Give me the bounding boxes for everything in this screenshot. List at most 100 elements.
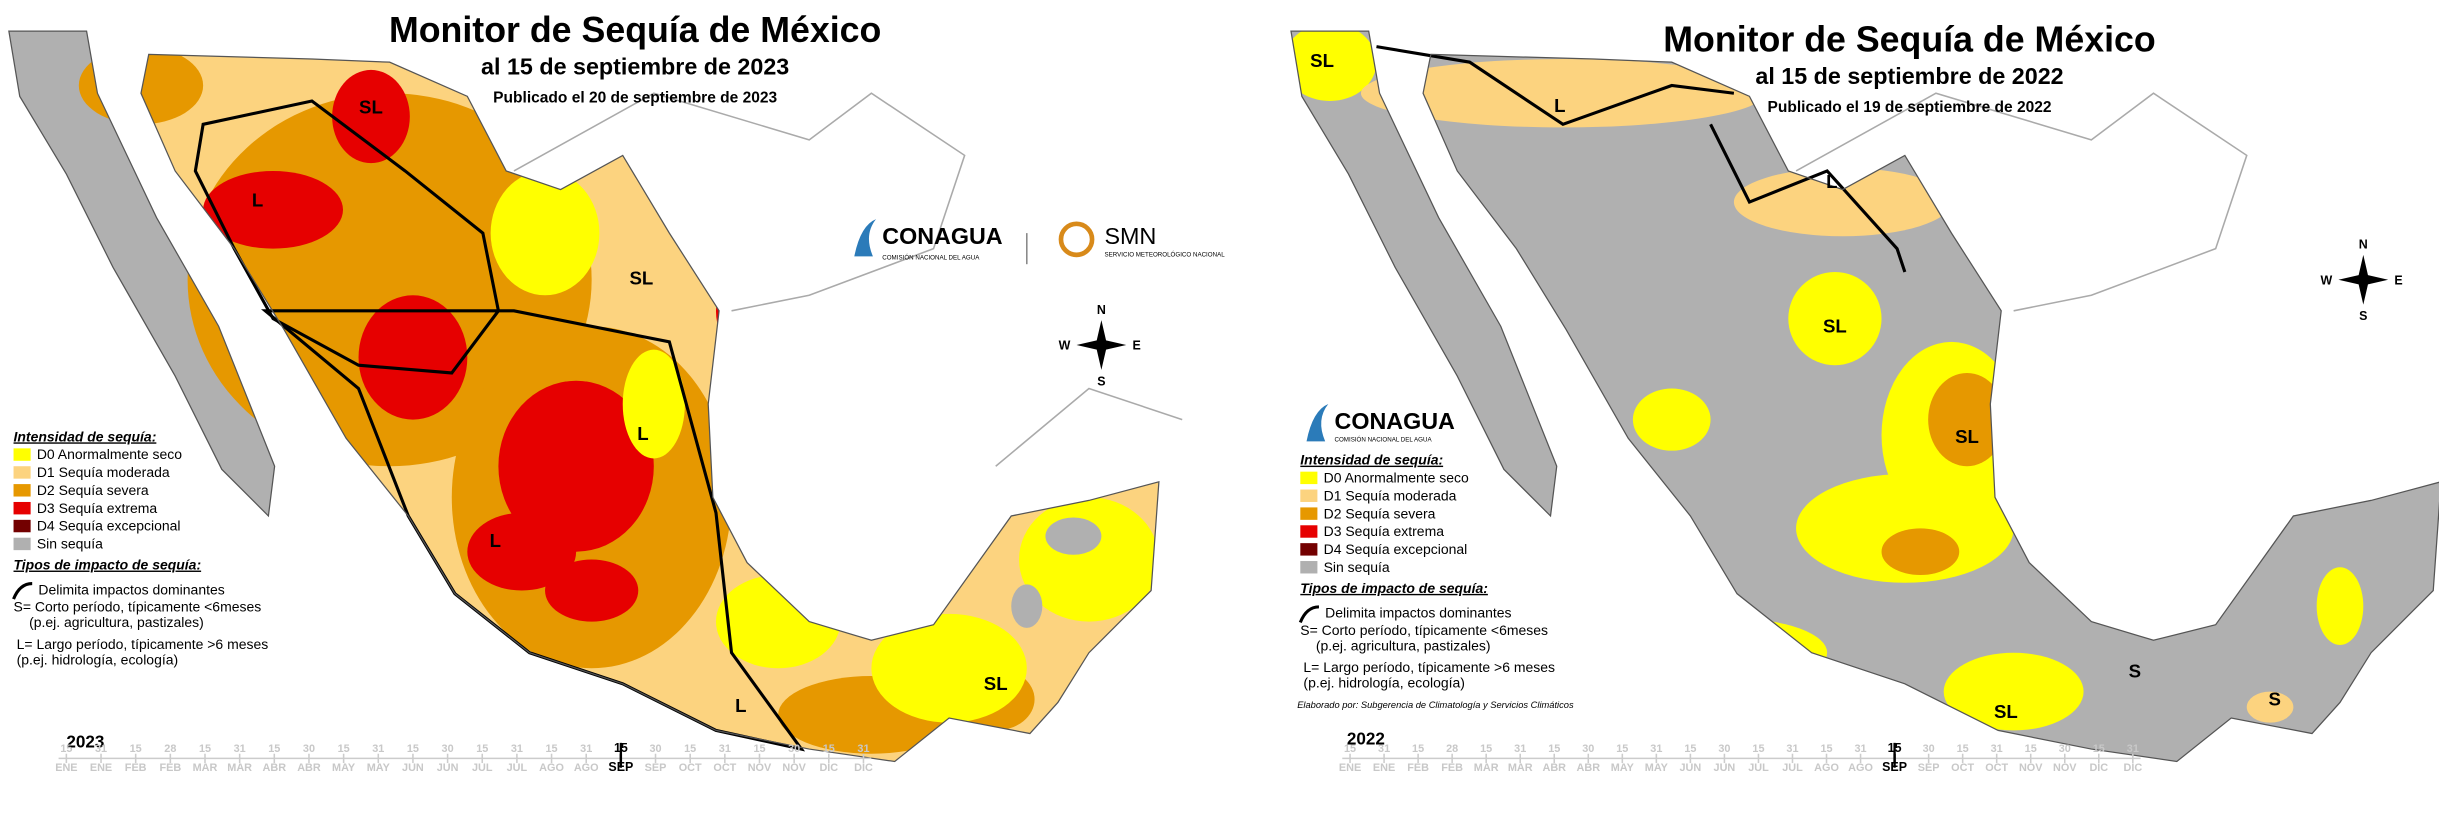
timeline-month: MAY <box>332 762 356 774</box>
timeline-day: 15 <box>1684 743 1696 755</box>
legend-label: D3 Sequía extrema <box>1324 523 1445 539</box>
legend-swatch <box>1300 507 1318 520</box>
timeline-month: SEP <box>1882 760 1907 774</box>
map-2023 <box>8 30 1183 763</box>
compass-letter: S <box>1097 374 1105 388</box>
legend-label: Sin sequía <box>37 536 103 552</box>
timeline-day: 30 <box>303 743 315 755</box>
timeline-month: FEB <box>159 762 181 774</box>
map-label: SL <box>1823 316 1847 337</box>
timeline-day: 31 <box>719 743 731 755</box>
timeline-day: 15 <box>338 743 350 755</box>
timeline-month: MAR <box>1508 762 1533 774</box>
timeline-month: OCT <box>1951 762 1974 774</box>
legend-label: D2 Sequía severa <box>37 482 149 498</box>
timeline-day: 15 <box>823 743 835 755</box>
subtitle: al 15 de septiembre de 2022 <box>1755 63 2063 89</box>
timeline-month: AGO <box>539 762 564 774</box>
legend-impact: (p.ej. hidrología, ecología) <box>17 651 179 667</box>
legend-swatch <box>13 501 31 515</box>
compass-letter: W <box>2320 273 2332 287</box>
legend-title: Intensidad de sequía: <box>14 428 157 444</box>
title: Monitor de Sequía de México <box>1663 19 2155 59</box>
timeline-day: 28 <box>1446 743 1458 755</box>
timeline-month: JUL <box>507 762 528 774</box>
timeline-month: MAR <box>193 762 218 774</box>
timeline-day: 31 <box>2127 743 2139 755</box>
map-label: L <box>490 530 501 551</box>
timeline-day: 31 <box>580 743 592 755</box>
timeline-month: JUL <box>1748 762 1769 774</box>
compass-letter: N <box>1097 303 1106 317</box>
year: 2023 <box>66 733 104 752</box>
timeline-day: 31 <box>857 743 869 755</box>
logo-icon <box>1306 404 1329 442</box>
legend-swatch <box>1300 525 1318 538</box>
timeline-month: JUL <box>1782 762 1803 774</box>
legend-swatch <box>1300 471 1318 485</box>
legend-label: D4 Sequía excepcional <box>37 518 181 534</box>
timeline-month: ENE <box>90 762 112 774</box>
timeline-month: SEP <box>608 760 633 774</box>
timeline-month: FEB <box>125 762 147 774</box>
timeline-day: 31 <box>1786 743 1798 755</box>
legend-impact: S= Corto período, típicamente <6meses <box>14 599 262 615</box>
compass-letter: S <box>2359 309 2367 323</box>
legend-title: Intensidad de sequía: <box>1300 452 1443 468</box>
legend-swatch <box>1300 543 1318 556</box>
legend-label: D1 Sequía moderada <box>37 464 170 480</box>
timeline-day: 31 <box>1991 743 2003 755</box>
title: Monitor de Sequía de México <box>389 10 881 50</box>
timeline-month: DIC <box>819 762 838 774</box>
timeline-month: JUN <box>1714 762 1736 774</box>
timeline-month: MAR <box>1474 762 1499 774</box>
timeline-month: NOV <box>782 762 806 774</box>
timeline-day: 15 <box>199 743 211 755</box>
timeline-month: SEP <box>645 762 667 774</box>
map-label: SL <box>1955 426 1979 447</box>
timeline-day: 31 <box>95 743 107 755</box>
logo-text: SMN <box>1104 223 1156 249</box>
timeline-month: OCT <box>713 762 736 774</box>
timeline-month: ABR <box>1577 762 1601 774</box>
timeline-day: 30 <box>2059 743 2071 755</box>
legend-swatch <box>13 519 31 533</box>
map-label: SL <box>359 96 383 117</box>
map-label: SL <box>984 673 1008 694</box>
timeline-day: 15 <box>1548 743 1560 755</box>
timeline-day: 15 <box>1480 743 1492 755</box>
timeline-day: 30 <box>1923 743 1935 755</box>
legend-swatch <box>13 537 31 551</box>
compass-letter: W <box>1059 339 1071 353</box>
timeline-day: 15 <box>1412 743 1424 755</box>
logo-text: COMISIÓN NACIONAL DEL AGUA <box>1335 436 1433 443</box>
timeline-day: 31 <box>1650 743 1662 755</box>
timeline-day: 15 <box>1344 743 1356 755</box>
timeline-day: 30 <box>442 743 454 755</box>
timeline-month: ENE <box>1339 762 1361 774</box>
timeline-month: AGO <box>1848 762 1873 774</box>
legend-label: D2 Sequía severa <box>1324 505 1436 521</box>
timeline-month: NOV <box>2053 762 2077 774</box>
legend-impact: L= Largo período, típicamente >6 meses <box>17 636 269 652</box>
timeline-month: DIC <box>2123 762 2142 774</box>
compass-letter: E <box>1132 339 1140 353</box>
timeline-month: NOV <box>748 762 772 774</box>
legend-impact: (p.ej. agricultura, pastizales) <box>29 614 204 630</box>
compass-rose <box>2338 254 2389 305</box>
logo-icon <box>1058 221 1095 258</box>
logo-text: SERVICIO METEOROLÓGICO NACIONAL <box>1104 251 1225 258</box>
timeline-day: 15 <box>753 743 765 755</box>
legend-label: D1 Sequía moderada <box>1324 487 1457 503</box>
legend-swatch <box>1300 489 1318 502</box>
legend-title: Tipos de impacto de sequía: <box>14 557 202 573</box>
timeline-day: 30 <box>1582 743 1594 755</box>
logo-icon <box>854 219 877 257</box>
timeline-month: MAR <box>227 762 252 774</box>
timeline-day: 30 <box>788 743 800 755</box>
timeline-month: JUN <box>1680 762 1702 774</box>
timeline-month: ENE <box>1373 762 1395 774</box>
timeline-month: OCT <box>679 762 702 774</box>
